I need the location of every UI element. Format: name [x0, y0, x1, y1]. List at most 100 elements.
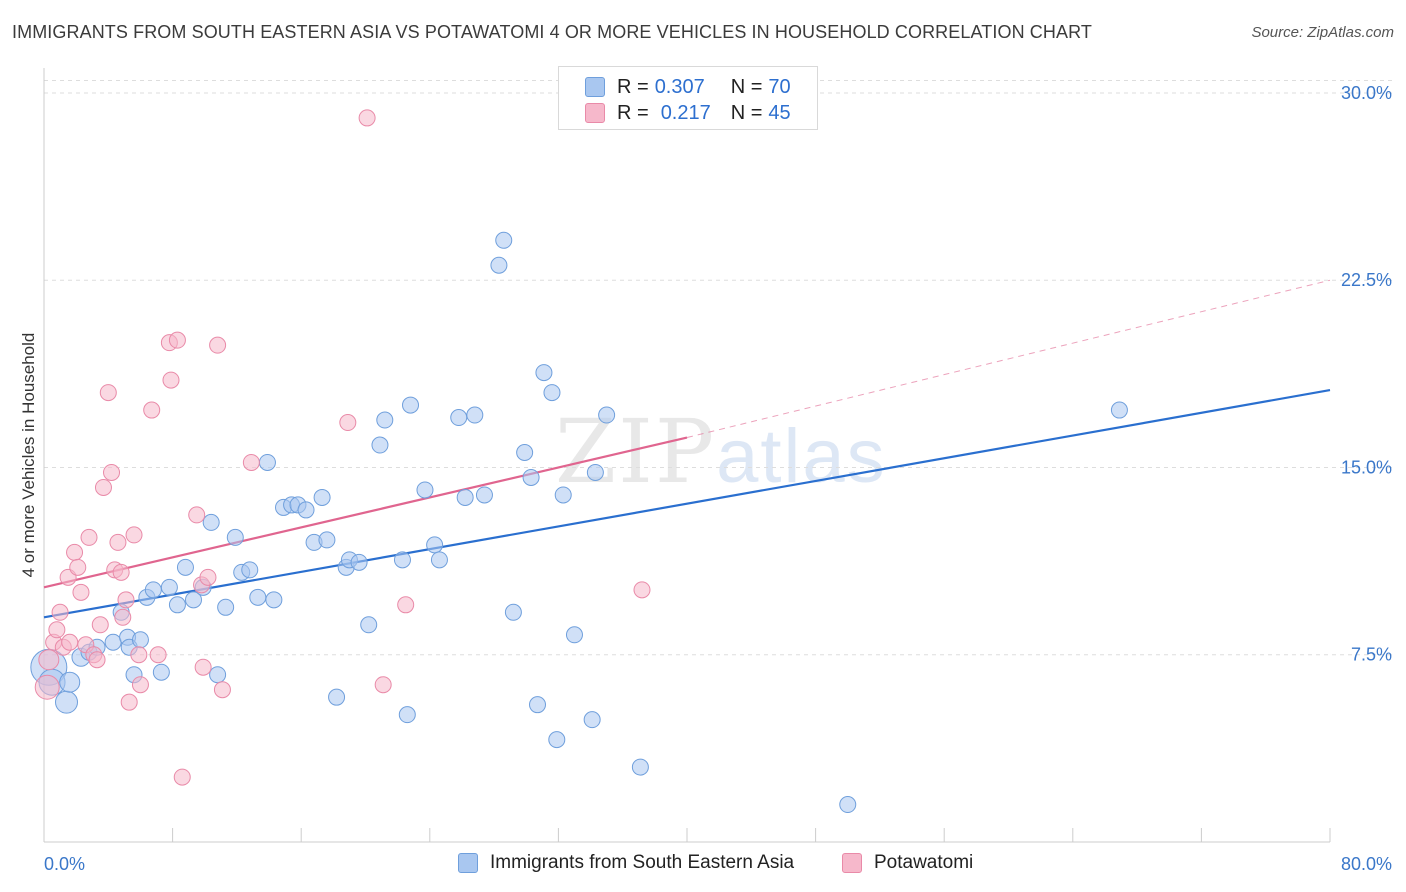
trend-lines	[43, 279, 1331, 619]
y-axis-label: 4 or more Vehicles in Household	[19, 333, 38, 578]
blue-point	[209, 666, 227, 684]
blue-point	[583, 711, 601, 729]
pink-point	[130, 646, 148, 664]
pink-point	[168, 331, 186, 349]
blue-point	[249, 588, 267, 606]
pink-point	[188, 506, 206, 524]
blue-point	[398, 706, 416, 724]
blue-swatch	[585, 77, 605, 97]
r-label: R =	[617, 75, 649, 98]
watermark-atlas: atlas	[716, 414, 887, 499]
pink-point	[51, 603, 69, 621]
y-tick-label: 15.0%	[1341, 457, 1392, 477]
chart-title: IMMIGRANTS FROM SOUTH EASTERN ASIA VS PO…	[12, 22, 1092, 42]
pink-swatch	[585, 103, 605, 123]
n-value-pink: 45	[768, 101, 791, 124]
legend-item-blue: Immigrants from South Eastern Asia	[458, 852, 794, 874]
pink-point	[48, 621, 66, 639]
blue-point	[313, 488, 331, 506]
pink-point	[91, 616, 109, 634]
blue-point	[241, 561, 259, 579]
blue-point	[402, 396, 420, 414]
blue-point	[217, 598, 235, 616]
blue-point	[430, 551, 448, 569]
pink-point	[114, 608, 132, 626]
pink-swatch	[842, 853, 862, 873]
pink-point	[242, 453, 260, 471]
pink-point	[99, 384, 117, 402]
pink-point	[34, 674, 60, 700]
pink-point	[112, 563, 130, 581]
blue-point	[548, 731, 566, 749]
blue-point	[258, 453, 276, 471]
blue-point	[475, 486, 493, 504]
pink-point	[103, 463, 121, 481]
blue-point	[565, 626, 583, 644]
pink-point	[358, 109, 376, 127]
blue-point	[554, 486, 572, 504]
blue-point	[202, 513, 220, 531]
blue-point	[495, 231, 513, 249]
blue-point	[543, 384, 561, 402]
blue-point	[318, 531, 336, 549]
blue-point	[516, 444, 534, 462]
source-credit: Source: ZipAtlas.com	[1251, 24, 1394, 41]
legend-label-pink: Potawatomi	[874, 852, 974, 873]
pink-trend-extension	[686, 279, 1331, 439]
pink-point	[88, 651, 106, 669]
pink-point	[109, 533, 127, 551]
blue-point	[59, 671, 81, 693]
blue-point	[168, 596, 186, 614]
y-tick-label: 22.5%	[1341, 270, 1392, 290]
blue-point	[466, 406, 484, 424]
blue-point	[104, 633, 122, 651]
y-tick-label: 30.0%	[1341, 83, 1392, 103]
pink-point	[149, 646, 167, 664]
blue-point	[152, 663, 170, 681]
pink-point	[125, 526, 143, 544]
pink-point	[633, 581, 651, 599]
blue-point	[297, 501, 315, 519]
pink-point	[199, 568, 217, 586]
blue-point	[598, 406, 616, 424]
pink-point	[209, 336, 227, 354]
pink-trend-line	[43, 436, 688, 589]
r-value-pink: 0.217	[660, 101, 711, 124]
correlation-legend: R = 0.307 N = 70 R = 0.217 N = 45	[558, 66, 818, 130]
watermark: ZIPatlas	[555, 400, 887, 503]
pink-point	[66, 543, 84, 561]
blue-point	[184, 591, 202, 609]
blue-point	[522, 468, 540, 486]
blue-point	[535, 364, 553, 382]
pink-point	[80, 528, 98, 546]
blue-swatch	[458, 853, 478, 873]
pink-point	[194, 658, 212, 676]
pink-point	[162, 371, 180, 389]
pink-point	[69, 558, 87, 576]
blue-point	[376, 411, 394, 429]
blue-point	[393, 551, 411, 569]
legend-label-blue: Immigrants from South Eastern Asia	[490, 852, 795, 873]
blue-point	[160, 578, 178, 596]
pink-point	[374, 676, 392, 694]
blue-point	[265, 591, 283, 609]
pink-point	[173, 768, 191, 786]
pink-point	[72, 583, 90, 601]
pink-point	[213, 681, 231, 699]
x-tick-label: 80.0%	[1341, 854, 1392, 874]
n-label: N =	[730, 101, 763, 124]
x-tick-label: 0.0%	[44, 854, 85, 874]
n-label: N =	[730, 75, 763, 98]
blue-point	[360, 616, 378, 634]
series-legend: Immigrants from South Eastern Asia Potaw…	[0, 852, 1406, 878]
blue-point	[490, 256, 508, 274]
blue-point	[55, 690, 79, 714]
r-label: R =	[617, 101, 649, 124]
blue-point	[350, 553, 368, 571]
y-tick-label: 7.5%	[1351, 645, 1392, 665]
legend-item-pink: Potawatomi	[842, 852, 973, 874]
blue-point	[456, 488, 474, 506]
blue-point	[839, 796, 857, 814]
n-value-blue: 70	[768, 75, 791, 98]
